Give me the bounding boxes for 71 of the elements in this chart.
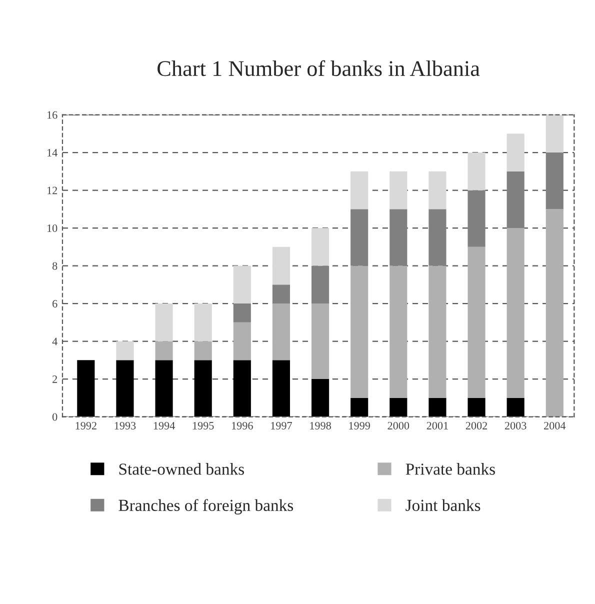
- bar: [546, 209, 564, 417]
- bar: [155, 304, 173, 342]
- bar: [390, 266, 408, 398]
- x-tick-label: 1994: [154, 422, 175, 430]
- x-tick-label: 1992: [76, 422, 96, 430]
- bar: [194, 304, 212, 342]
- bar: [311, 228, 330, 266]
- x-tick-label: 1993: [114, 422, 136, 430]
- bar: [428, 398, 446, 417]
- bar: [390, 398, 408, 417]
- bar: [390, 209, 408, 266]
- bar: [506, 398, 524, 417]
- x-tick-label: 1996: [232, 422, 253, 430]
- bar: [311, 304, 330, 380]
- bar: [272, 246, 290, 285]
- bar: [428, 266, 446, 398]
- bar: [506, 228, 524, 398]
- bar: [233, 304, 251, 322]
- bar: [311, 379, 330, 417]
- bar: [311, 266, 330, 304]
- bar: [350, 398, 368, 417]
- bar: [428, 171, 446, 210]
- bar: [468, 152, 486, 190]
- bar: [233, 266, 251, 304]
- x-tick-label: 1997: [271, 422, 292, 430]
- y-tick-label: 14: [47, 149, 58, 156]
- legend-label: State-owned banks: [119, 463, 244, 475]
- x-tick-label: 1995: [192, 422, 214, 430]
- legend-label: Branches of foreign banks: [118, 499, 294, 514]
- bar: [272, 304, 290, 360]
- bar: [350, 209, 368, 266]
- y-tick-label: 0: [52, 413, 58, 421]
- bar: [468, 190, 486, 247]
- bar: [155, 360, 173, 417]
- bar: [272, 360, 290, 417]
- bar: [506, 171, 524, 228]
- bar: [272, 284, 290, 304]
- x-tick-label: 2001: [426, 422, 448, 430]
- x-tick-label: 1999: [349, 422, 370, 430]
- legend-label: Private banks: [406, 463, 495, 475]
- bar: [350, 171, 368, 210]
- legend-label: Joint banks: [406, 499, 480, 512]
- x-tick-label: 1998: [310, 422, 331, 430]
- bar: [468, 398, 486, 417]
- y-tick-label: 12: [47, 186, 57, 194]
- bar: [233, 360, 251, 417]
- bar: [506, 134, 524, 172]
- bar: [116, 341, 134, 360]
- x-tick-label: 2000: [388, 422, 410, 430]
- y-tick-label: 4: [52, 338, 58, 346]
- bar: [390, 171, 408, 210]
- y-tick-label: 2: [52, 376, 57, 383]
- bar: [468, 246, 486, 398]
- bar: [546, 114, 564, 153]
- bar: [155, 341, 173, 360]
- y-tick-label: 8: [52, 262, 58, 270]
- bar: [546, 152, 564, 210]
- y-tick-label: 10: [47, 224, 58, 232]
- bar: [428, 209, 446, 266]
- bar: [77, 360, 95, 417]
- bar: [116, 360, 134, 417]
- x-tick-label: 2004: [544, 422, 566, 430]
- y-tick-label: 6: [52, 300, 58, 308]
- x-tick-label: 2003: [504, 422, 526, 430]
- bar: [194, 341, 212, 360]
- x-tick-label: 2002: [466, 422, 488, 430]
- bar: [194, 360, 212, 417]
- bar: [350, 266, 368, 398]
- y-tick-label: 16: [47, 111, 58, 119]
- bar: [233, 322, 251, 360]
- chart-title: Chart 1 Number of banks in Albania: [158, 60, 480, 76]
